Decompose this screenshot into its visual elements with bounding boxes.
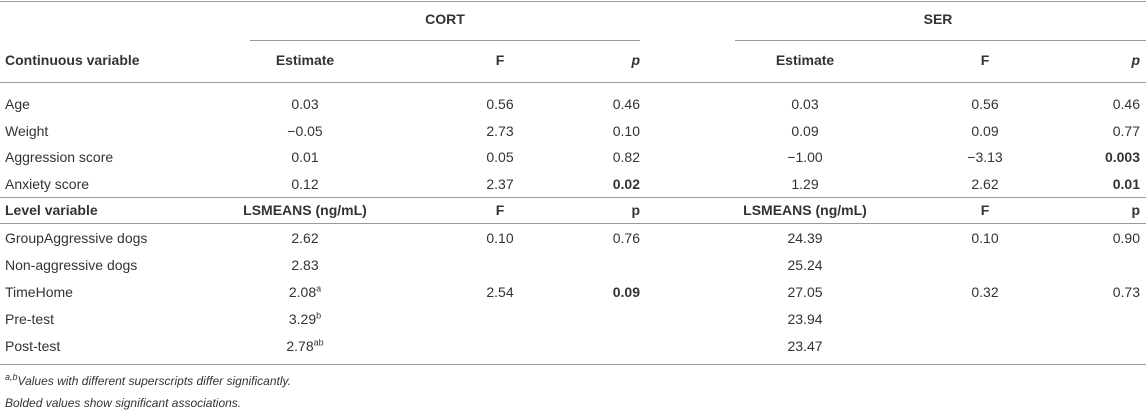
group-header: SER <box>923 11 953 27</box>
table-cell: 0.46 <box>1112 96 1140 112</box>
superscript: b <box>316 310 322 321</box>
table-cell: 0.12 <box>291 176 319 192</box>
group-header: CORT <box>425 11 465 27</box>
table-cell: −0.05 <box>287 123 323 139</box>
rule <box>0 82 1146 83</box>
cell-text: 3.29 <box>288 311 317 327</box>
table-cell: 23.94 <box>787 311 823 327</box>
column-header: p <box>1131 51 1140 69</box>
table-cell: 0.73 <box>1112 284 1140 300</box>
superscript: a <box>316 283 322 294</box>
cell-text: p <box>1131 52 1140 68</box>
column-header: F <box>980 52 990 68</box>
table-cell: 0.03 <box>291 96 319 112</box>
table-cell: 24.39 <box>787 230 823 246</box>
rule <box>0 223 1146 224</box>
table-cell: 0.77 <box>1112 123 1140 139</box>
table-cell: 2.37 <box>486 176 514 192</box>
rule <box>0 1 1146 2</box>
column-header: F <box>980 202 990 218</box>
table-cell: 25.24 <box>787 257 823 273</box>
table-cell: GroupAggressive dogs <box>5 230 148 246</box>
table-cell: 0.32 <box>971 284 999 300</box>
column-header: LSMEANS (ng/mL) <box>243 202 367 218</box>
table-cell: 2.78ab <box>286 337 323 355</box>
table-cell: 2.83 <box>291 257 319 273</box>
table-cell: Anxiety score <box>5 176 90 192</box>
footnote: a,bValues with different superscripts di… <box>5 372 291 389</box>
table-cell: 0.05 <box>486 149 514 165</box>
group-rule <box>250 40 640 41</box>
table-cell: 0.02 <box>613 175 640 193</box>
table-cell: Pre-test <box>5 311 55 327</box>
cell-text: p <box>631 52 640 68</box>
table-cell: 1.29 <box>791 176 819 192</box>
column-header: Level variable <box>5 202 98 218</box>
table-cell: 0.46 <box>612 96 640 112</box>
footnote-text: Values with different superscripts diffe… <box>17 374 291 388</box>
column-header: Estimate <box>275 52 335 68</box>
table-cell: 0.10 <box>971 230 999 246</box>
table-cell: Non-aggressive dogs <box>5 257 138 273</box>
table-cell: TimeHome <box>5 284 73 300</box>
column-header: LSMEANS (ng/mL) <box>743 202 867 218</box>
superscript: ab <box>313 337 324 348</box>
table-cell: 0.03 <box>791 96 819 112</box>
column-header: F <box>495 202 505 218</box>
table-cell: 23.47 <box>787 338 823 354</box>
table-cell: −1.00 <box>787 149 823 165</box>
table-cell: 2.54 <box>486 284 514 300</box>
table-cell: Post-test <box>5 338 61 354</box>
cell-text: 2.78 <box>286 338 314 354</box>
rule <box>0 364 1146 365</box>
rule <box>0 197 1146 198</box>
cell-text: 0.003 <box>1104 149 1140 165</box>
cell-text: 0.01 <box>1112 176 1140 192</box>
column-header: p <box>631 202 640 218</box>
table-cell: Aggression score <box>5 149 114 165</box>
table-cell: 0.10 <box>612 123 640 139</box>
footnote: Bolded values show significant associati… <box>5 396 241 410</box>
table-cell: 0.09 <box>791 123 819 139</box>
column-header: F <box>495 52 505 68</box>
table-cell: −3.13 <box>967 149 1003 165</box>
table-cell: 0.82 <box>612 149 640 165</box>
footnote-text: Bolded values show significant associati… <box>5 396 242 410</box>
column-header: Continuous variable <box>5 52 140 68</box>
table-cell: 0.09 <box>613 283 640 301</box>
cell-text: 2.08 <box>288 284 317 300</box>
cell-text: 0.09 <box>612 284 640 300</box>
table-cell: 0.56 <box>486 96 514 112</box>
table-cell: 3.29b <box>289 310 321 328</box>
table-cell: 0.10 <box>486 230 514 246</box>
table-cell: 0.56 <box>971 96 999 112</box>
table-cell: 2.73 <box>486 123 514 139</box>
column-header: p <box>1131 202 1140 218</box>
column-header: Estimate <box>775 52 835 68</box>
table-cell: 2.62 <box>971 176 999 192</box>
table-cell: 27.05 <box>787 284 823 300</box>
table-cell: Age <box>5 96 30 112</box>
table-cell: 2.62 <box>291 230 319 246</box>
cell-text: 0.02 <box>612 176 640 192</box>
table-cell: Weight <box>5 123 49 139</box>
table-cell: 0.01 <box>1113 175 1140 193</box>
superscript: a,b <box>5 372 18 382</box>
table-cell: 0.09 <box>971 123 999 139</box>
table-cell: 0.01 <box>291 149 319 165</box>
table-cell: 0.90 <box>1112 230 1140 246</box>
group-rule <box>735 40 1146 41</box>
table-cell: 0.76 <box>612 230 640 246</box>
table-cell: 2.08a <box>289 283 321 301</box>
column-header: p <box>631 51 640 69</box>
table-cell: 0.003 <box>1105 148 1140 166</box>
